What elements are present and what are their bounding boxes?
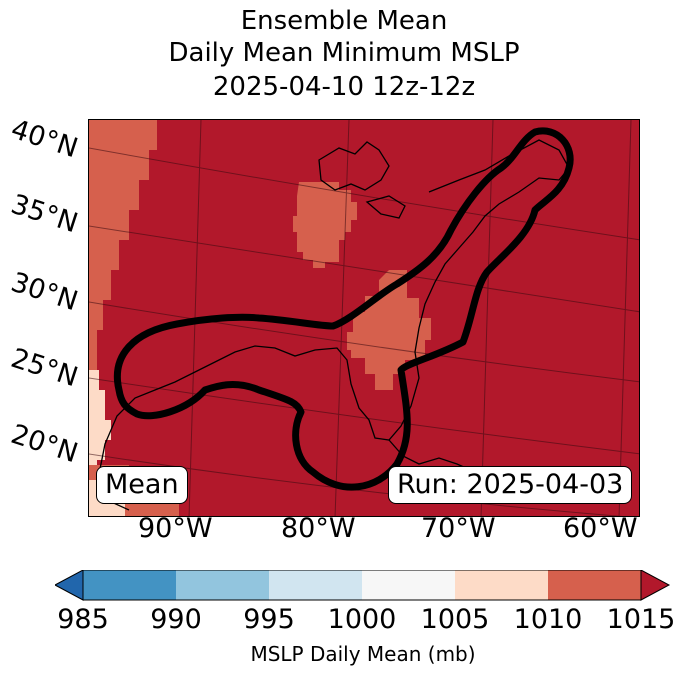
colorbar-extend-left <box>55 570 84 601</box>
colorbar-tick-1010: 1010 <box>513 604 583 635</box>
colorbar-tick-1015: 1015 <box>606 604 676 635</box>
colorbar-segment-1000-1005 <box>362 570 455 600</box>
graticule-60w <box>618 120 632 516</box>
colorbar-tick-985: 985 <box>57 604 109 635</box>
pressure-mid-west <box>89 120 157 370</box>
colorbar-segment-1005-1010 <box>455 570 548 600</box>
mean-badge: Mean <box>96 466 188 504</box>
colorbar-frame <box>82 570 642 601</box>
colorbar-label: MSLP Daily Mean (mb) <box>250 642 476 666</box>
colorbar-segment-1010-1015 <box>548 570 641 600</box>
colorbar <box>55 570 671 601</box>
title-line-3: 2025-04-10 12z-12z <box>212 72 476 102</box>
graticule-20n <box>89 453 623 516</box>
run-badge: Run: 2025-04-03 <box>388 466 633 504</box>
colorbar-segment-990-995 <box>176 570 269 600</box>
graticule-40n <box>89 147 639 241</box>
colorbar-tick-1000: 1000 <box>327 604 397 635</box>
colorbar-tick-1005: 1005 <box>420 604 490 635</box>
map-panel: Mean Run: 2025-04-03 <box>88 119 640 517</box>
colorbar-tick-990: 990 <box>150 604 202 635</box>
lat-label-40: 40°N <box>7 113 82 165</box>
colorbar-extend-right <box>640 570 671 601</box>
colorbar-tick-995: 995 <box>243 604 295 635</box>
lat-label-25: 25°N <box>7 342 82 394</box>
great-lakes-coast <box>318 141 390 191</box>
lat-label-30: 30°N <box>7 266 82 318</box>
pressure-mid-north <box>293 182 357 268</box>
east-gulf-coastline <box>98 139 570 511</box>
title-line-1: Ensemble Mean <box>240 6 448 36</box>
lake-erie-coast <box>365 195 406 219</box>
lat-label-20: 20°N <box>7 418 82 470</box>
lon-label-70: 70°W <box>421 513 496 544</box>
ensemble-contour <box>114 127 574 491</box>
graticule-30n <box>89 301 639 383</box>
lon-label-90: 90°W <box>138 513 213 544</box>
coastlines <box>98 139 570 511</box>
colorbar-segment-995-1000 <box>269 570 362 600</box>
title-line-2: Daily Mean Minimum MSLP <box>168 38 520 68</box>
colorbar-segment-985-990 <box>83 570 176 600</box>
map-svg <box>89 120 639 516</box>
lon-label-80: 80°W <box>281 513 356 544</box>
lat-label-35: 35°N <box>7 188 82 240</box>
graticule-70w <box>480 120 494 516</box>
lon-label-60: 60°W <box>563 513 638 544</box>
graticule-25n <box>89 377 639 455</box>
graticule-35n <box>89 225 639 313</box>
